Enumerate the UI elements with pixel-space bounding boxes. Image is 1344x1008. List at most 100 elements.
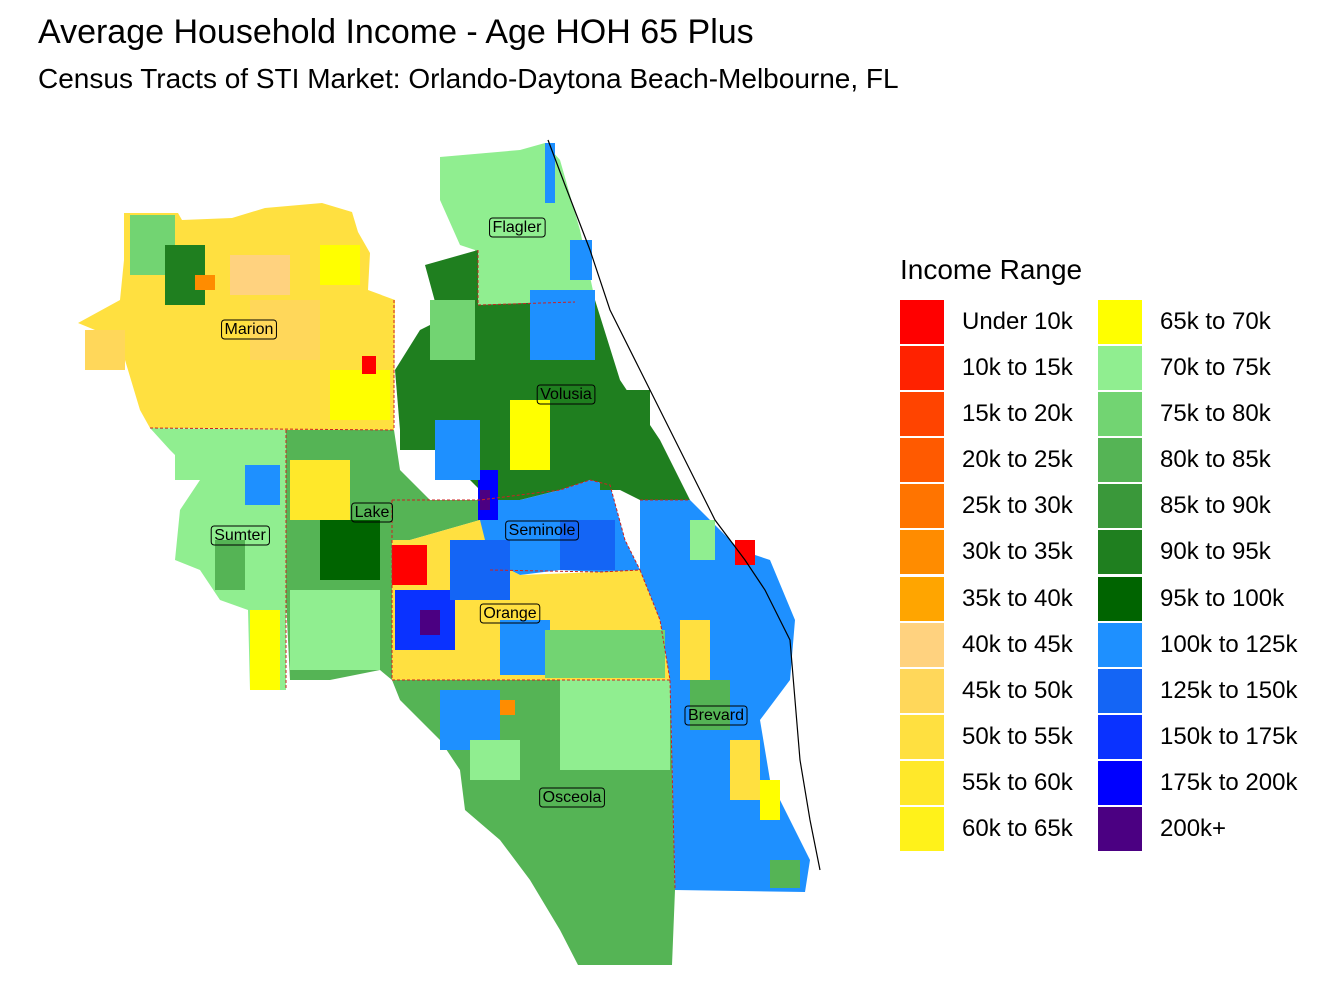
tract-patch bbox=[195, 275, 215, 290]
legend-item: 175k to 200k bbox=[1098, 760, 1318, 807]
legend-swatch bbox=[900, 346, 944, 391]
map-subtitle: Census Tracts of STI Market: Orlando-Day… bbox=[38, 63, 899, 94]
legend-item: 45k to 50k bbox=[900, 668, 1120, 715]
tract-patch bbox=[480, 490, 490, 510]
tract-patch bbox=[680, 620, 710, 680]
legend-swatch bbox=[900, 300, 944, 344]
legend-swatch bbox=[1098, 484, 1142, 529]
legend-label: 50k to 55k bbox=[962, 722, 1073, 750]
legend-swatch bbox=[1098, 760, 1142, 805]
legend-item: 65k to 70k bbox=[1098, 300, 1318, 346]
legend-swatch bbox=[1098, 576, 1142, 621]
legend-label: 15k to 20k bbox=[962, 400, 1073, 428]
legend-swatch bbox=[1098, 392, 1142, 437]
tract-patch bbox=[320, 245, 360, 285]
tract-patch bbox=[600, 390, 650, 490]
legend-swatch bbox=[900, 714, 944, 759]
legend-item: 125k to 150k bbox=[1098, 668, 1318, 715]
tract-patch bbox=[570, 240, 592, 280]
tract-patch bbox=[230, 255, 290, 295]
county-label-sumter: Sumter bbox=[210, 525, 270, 546]
tract-patch bbox=[175, 430, 215, 480]
legend-swatch bbox=[900, 484, 944, 529]
tract-patch bbox=[545, 630, 665, 678]
county-label-seminole: Seminole bbox=[505, 520, 579, 541]
legend-item: 40k to 45k bbox=[900, 622, 1120, 669]
legend-label: 40k to 45k bbox=[962, 630, 1073, 658]
legend-label: 90k to 95k bbox=[1160, 538, 1271, 566]
county-label-text: Sumter bbox=[214, 527, 266, 544]
legend-swatch bbox=[1098, 438, 1142, 483]
county-label-text: Osceola bbox=[543, 789, 602, 806]
legend-label: 100k to 125k bbox=[1160, 630, 1298, 658]
legend-item: 100k to 125k bbox=[1098, 622, 1318, 669]
county-label-box bbox=[539, 787, 605, 808]
county-label-box bbox=[479, 603, 541, 624]
legend-label: 55k to 60k bbox=[962, 768, 1073, 796]
tract-patch bbox=[500, 700, 515, 715]
legend-swatch bbox=[900, 622, 944, 667]
tract-patch bbox=[420, 610, 440, 635]
tract-patch bbox=[690, 680, 730, 730]
legend-label: 45k to 50k bbox=[962, 676, 1073, 704]
legend-swatch bbox=[900, 530, 944, 575]
legend-label: 200k+ bbox=[1160, 815, 1227, 843]
legend-item: 75k to 80k bbox=[1098, 392, 1318, 438]
tract-patch bbox=[500, 620, 550, 675]
legend-item: 35k to 40k bbox=[900, 576, 1120, 623]
legend-item: 80k to 85k bbox=[1098, 438, 1318, 484]
county-label-text: Volusia bbox=[540, 386, 592, 403]
tract-patch bbox=[392, 545, 427, 585]
tract-patch bbox=[470, 740, 520, 780]
tract-patch bbox=[250, 610, 280, 690]
county-label-volusia: Volusia bbox=[536, 384, 596, 405]
legend-label: 25k to 30k bbox=[962, 492, 1073, 520]
county-label-orange: Orange bbox=[479, 603, 541, 624]
tract-patch bbox=[85, 330, 125, 370]
tract-patch bbox=[450, 540, 510, 600]
county-label-text: Flagler bbox=[493, 219, 543, 236]
legend-item: 95k to 100k bbox=[1098, 576, 1318, 623]
tract-patch bbox=[435, 420, 480, 480]
legend-label: 70k to 75k bbox=[1160, 354, 1271, 382]
map-title: Average Household Income - Age HOH 65 Pl… bbox=[38, 13, 754, 51]
legend-item: 150k to 175k bbox=[1098, 714, 1318, 761]
legend-item: 85k to 90k bbox=[1098, 484, 1318, 530]
legend-swatch bbox=[1098, 807, 1142, 852]
county-label-marion: Marion bbox=[221, 319, 277, 340]
legend-item: 30k to 35k bbox=[900, 530, 1120, 576]
legend-label: 75k to 80k bbox=[1160, 400, 1271, 428]
legend-item: 200k+ bbox=[1098, 807, 1318, 853]
legend-item: 20k to 25k bbox=[900, 438, 1120, 484]
tract-patch bbox=[770, 860, 800, 888]
legend-swatch bbox=[900, 668, 944, 713]
legend-swatch bbox=[1098, 530, 1142, 575]
county-label-text: Seminole bbox=[509, 522, 576, 539]
legend-swatch bbox=[900, 760, 944, 805]
legend-swatch bbox=[900, 576, 944, 621]
legend-label: 80k to 85k bbox=[1160, 446, 1271, 474]
region-flagler bbox=[440, 143, 595, 305]
legend-item: 70k to 75k bbox=[1098, 346, 1318, 392]
county-label-box bbox=[221, 319, 277, 340]
legend-swatch bbox=[900, 438, 944, 483]
legend-label: 95k to 100k bbox=[1160, 584, 1285, 612]
legend-label: 125k to 150k bbox=[1160, 676, 1298, 704]
county-label-box bbox=[536, 384, 596, 405]
tract-patch bbox=[560, 520, 615, 570]
county-label-flagler: Flagler bbox=[489, 217, 546, 238]
tract-patch bbox=[245, 465, 280, 505]
legend-swatch bbox=[900, 392, 944, 437]
legend-label: 20k to 25k bbox=[962, 446, 1073, 474]
tract-patch bbox=[760, 780, 780, 820]
county-label-text: Brevard bbox=[688, 707, 744, 724]
legend-label: Under 10k bbox=[962, 308, 1073, 335]
legend-swatch bbox=[1098, 300, 1142, 344]
county-label-text: Orange bbox=[483, 605, 536, 622]
legend-swatch bbox=[1098, 668, 1142, 713]
tract-patch bbox=[250, 300, 320, 360]
county-label-box bbox=[505, 520, 579, 541]
county-label-text: Marion bbox=[225, 321, 274, 338]
tract-patch bbox=[560, 680, 670, 770]
legend-swatch bbox=[1098, 622, 1142, 667]
